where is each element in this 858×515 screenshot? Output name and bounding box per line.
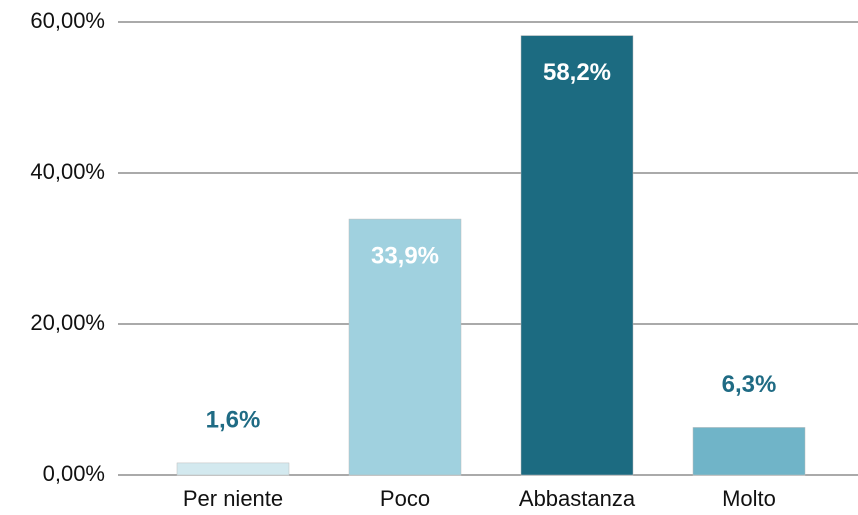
x-tick-label: Per niente	[183, 486, 283, 511]
y-tick-label: 20,00%	[30, 310, 105, 335]
x-tick-label: Abbastanza	[519, 486, 636, 511]
bar	[348, 218, 462, 476]
data-label: 58,2%	[543, 59, 611, 86]
data-label: 33,9%	[371, 242, 439, 269]
y-tick-label: 60,00%	[30, 8, 105, 33]
y-tick-label: 40,00%	[30, 159, 105, 184]
y-tick-label: 0,00%	[43, 461, 105, 486]
data-label: 1,6%	[206, 406, 261, 433]
x-tick-label: Molto	[722, 486, 776, 511]
bar	[520, 35, 634, 476]
x-tick-label: Poco	[380, 486, 430, 511]
bar	[692, 427, 806, 476]
bar	[176, 462, 290, 476]
data-label: 6,3%	[722, 371, 777, 398]
